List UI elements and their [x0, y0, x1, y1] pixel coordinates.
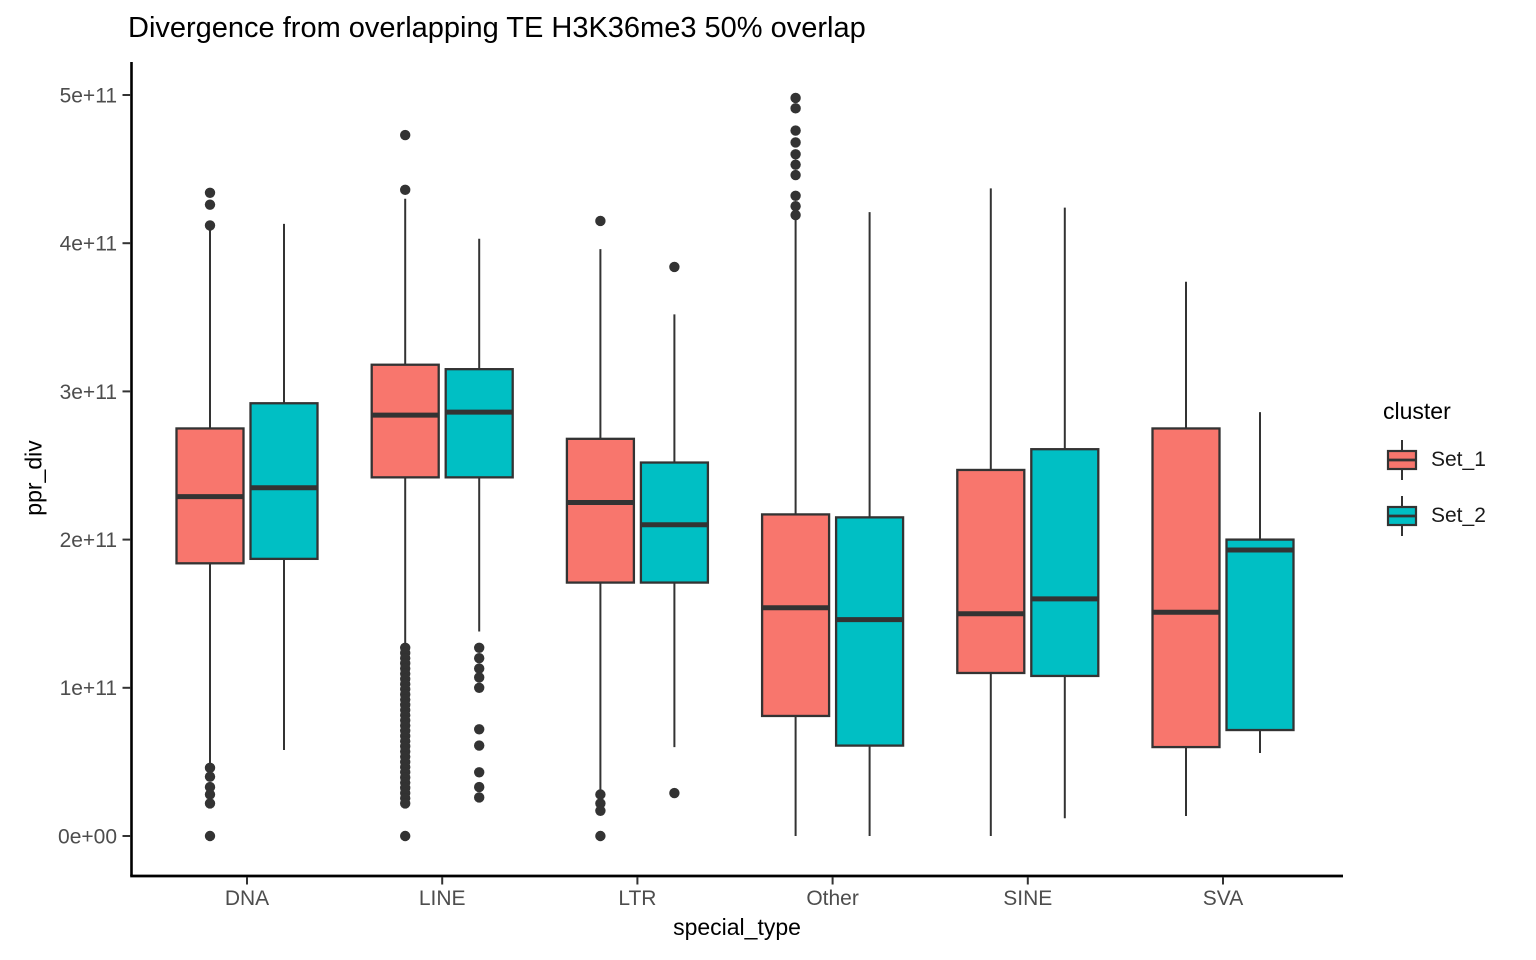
outlier-dot-Set_2-LINE — [474, 792, 485, 803]
outlier-dot-Set_1-DNA — [204, 762, 216, 774]
box-Set_2-Other — [834, 516, 905, 747]
y-tick-label: 4e+11 — [60, 233, 117, 256]
outlier-dot-Set_1-Other — [790, 200, 801, 212]
outlier-dot-Set_2-LINE — [474, 652, 485, 664]
outlier-dot-Set_1-LINE — [400, 184, 411, 196]
outlier-dot-Set_2-LTR — [669, 261, 680, 273]
y-tick-label: 5e+11 — [60, 84, 117, 107]
outlier-dot-Set_1-DNA — [204, 798, 216, 809]
box-Set_2-SINE — [1030, 448, 1100, 678]
outlier-dot-Set_1-Other — [790, 103, 801, 114]
outlier-dot-Set_2-LINE — [474, 663, 485, 674]
outlier-dot-Set_1-Other — [790, 209, 801, 221]
box-Set_2-SVA — [1225, 538, 1295, 732]
x-tick-label: LTR — [618, 887, 656, 910]
outlier-dot-Set_1-Other — [790, 92, 801, 104]
outlier-dot-Set_1-Other — [790, 149, 801, 160]
legend-entry-set2: Set_2 — [1383, 493, 1486, 539]
boxplot-key-icon — [1386, 496, 1418, 536]
legend-label-set2: Set_2 — [1431, 504, 1486, 527]
outlier-dot-Set_1-LTR — [595, 798, 606, 809]
outlier-dot-Set_1-DNA — [204, 199, 216, 210]
outlier-dot-Set_2-LINE — [474, 682, 485, 693]
box-Set_1-LINE — [370, 363, 440, 479]
outlier-dot-Set_1-Other — [790, 159, 801, 170]
box-Set_1-SVA — [1151, 427, 1221, 749]
box-Set_1-LTR — [565, 437, 636, 584]
y-tick-label: 3e+11 — [60, 381, 117, 404]
outlier-dot-Set_1-LTR — [595, 215, 606, 227]
x-tick-label: DNA — [225, 887, 269, 910]
outlier-dot-Set_1-DNA — [204, 781, 216, 793]
x-tick-label: SVA — [1203, 887, 1243, 910]
outlier-dot-Set_1-DNA — [204, 187, 216, 199]
y-tick-label: 2e+11 — [60, 529, 117, 552]
x-tick-label: SINE — [1003, 887, 1052, 910]
y-tick-label: 0e+00 — [58, 825, 117, 848]
legend-entry-set1: Set_1 — [1383, 437, 1486, 483]
outlier-dot-Set_2-LINE — [474, 781, 485, 793]
outlier-dot-Set_1-DNA — [204, 220, 216, 231]
outlier-dot-Set_1-Other — [790, 125, 801, 136]
outlier-dot-Set_1-Other — [790, 169, 801, 181]
outlier-dot-Set_1-LINE — [400, 129, 411, 141]
box-Set_2-DNA — [249, 402, 319, 561]
outlier-dot-Set_1-Other — [790, 137, 801, 148]
outlier-dot-Set_2-LTR — [669, 787, 680, 799]
outlier-dot-Set_1-LINE — [400, 830, 411, 842]
chart-title: Divergence from overlapping TE H3K36me3 … — [128, 12, 866, 44]
x-tick-label: Other — [806, 887, 859, 910]
outlier-dot-Set_1-DNA — [204, 789, 216, 800]
box-Set_2-LINE — [444, 368, 514, 479]
outlier-dot-Set_2-LINE — [474, 767, 485, 778]
outlier-dot-Set_1-Other — [790, 190, 801, 201]
outlier-dot-Set_1-LTR — [595, 805, 606, 817]
outlier-dot-Set_1-LINE — [400, 798, 411, 809]
outlier-dot-Set_1-LTR — [595, 830, 606, 842]
y-tick-label: 1e+11 — [60, 677, 117, 700]
outlier-dot-Set_1-DNA — [204, 771, 216, 782]
box-Set_1-Other — [760, 513, 831, 718]
legend-title: cluster — [1383, 398, 1451, 424]
boxplot-key-icon — [1386, 440, 1418, 480]
box-Set_1-SINE — [956, 468, 1026, 675]
outlier-dot-Set_1-LTR — [595, 789, 606, 800]
legend: cluster Set_1 Set_2 — [1383, 398, 1486, 549]
outlier-dot-Set_2-LINE — [474, 740, 485, 751]
outlier-dot-Set_1-DNA — [204, 830, 216, 842]
outlier-dot-Set_2-LINE — [474, 724, 485, 735]
legend-label-set1: Set_1 — [1431, 448, 1486, 471]
outlier-dot-Set_2-LINE — [474, 672, 485, 683]
outlier-dot-Set_2-LINE — [474, 642, 485, 653]
x-tick-label: LINE — [419, 887, 466, 910]
x-axis-title: special_type — [673, 914, 801, 940]
